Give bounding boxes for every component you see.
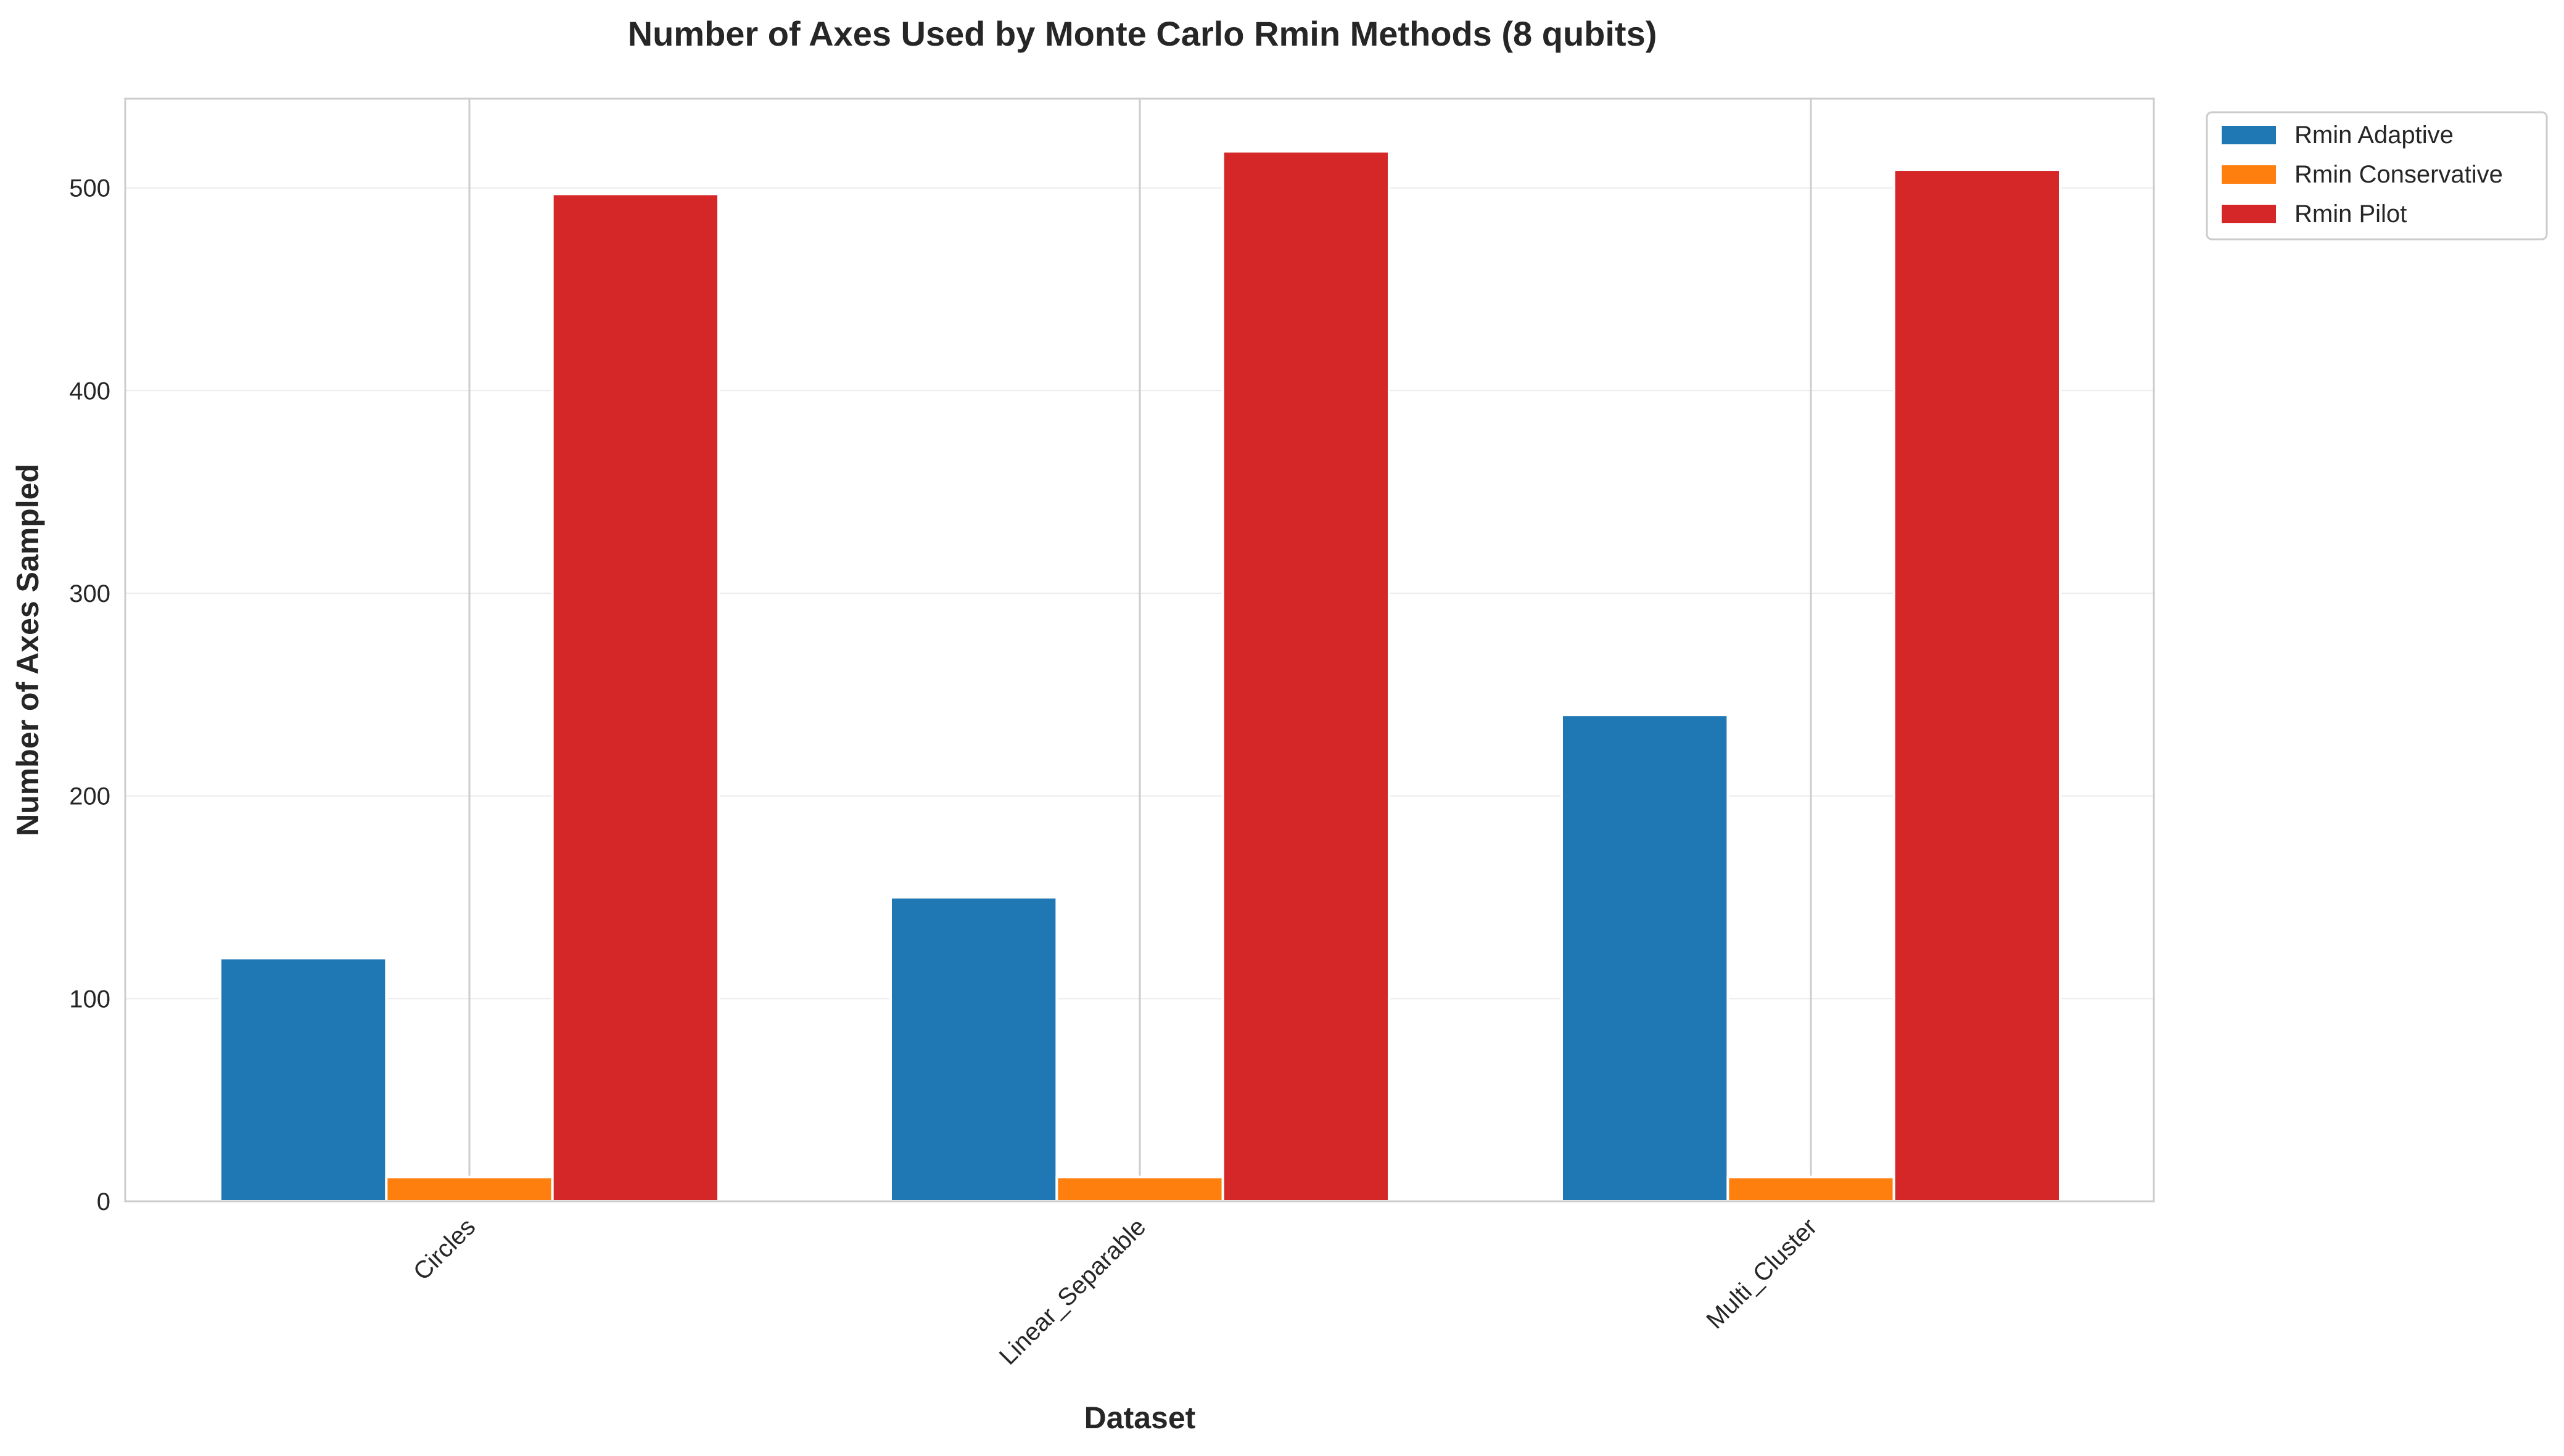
y-tick-label: 500 [69, 175, 110, 202]
y-tick-label: 200 [69, 783, 110, 810]
bar-rmin-pilot-linear-separable [1221, 150, 1390, 1203]
y-tick-label: 100 [69, 985, 110, 1013]
legend-swatch [2222, 165, 2276, 184]
bar-rmin-pilot-multi-cluster [1892, 168, 2062, 1203]
y-axis-label: Number of Axes Sampled [10, 464, 45, 836]
legend-frame [2206, 111, 2548, 241]
plot-area [124, 97, 2155, 1203]
bar-rmin-conservative-linear-separable [1055, 1175, 1224, 1203]
y-tick-label: 0 [97, 1188, 110, 1215]
legend-swatch [2222, 205, 2276, 223]
bar-rmin-adaptive-circles [219, 956, 388, 1203]
legend-label: Rmin Pilot [2294, 200, 2407, 228]
bar-rmin-conservative-multi-cluster [1726, 1175, 1895, 1203]
y-tick-label: 300 [69, 580, 110, 607]
bar-rmin-pilot-circles [551, 192, 720, 1203]
legend-label: Rmin Adaptive [2294, 121, 2454, 149]
y-axis-ticks: 0 100 200 300 400 500 [69, 175, 110, 1215]
legend-swatch [2222, 126, 2276, 144]
legend-label: Rmin Conservative [2294, 161, 2503, 188]
chart-title: Number of Axes Used by Monte Carlo Rmin … [628, 14, 1657, 53]
bar-rmin-conservative-circles [385, 1175, 554, 1203]
bars [219, 150, 2062, 1203]
bar-rmin-adaptive-multi-cluster [1560, 714, 1729, 1203]
x-axis-label: Dataset [1084, 1400, 1196, 1435]
legend: Rmin Adaptive Rmin Conservative Rmin Pilot [2206, 111, 2548, 241]
bar-rmin-adaptive-linear-separable [889, 895, 1058, 1203]
y-tick-label: 400 [69, 377, 110, 405]
plot-frame [124, 97, 2155, 1203]
